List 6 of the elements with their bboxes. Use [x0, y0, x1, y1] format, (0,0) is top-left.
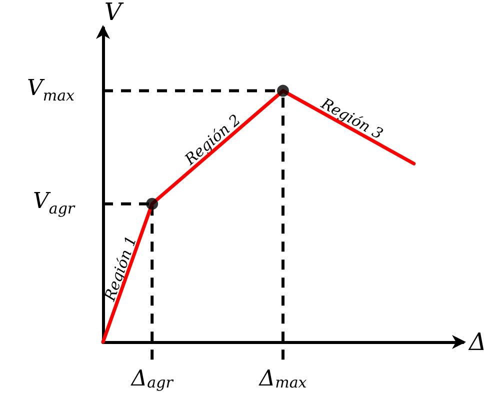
x-tick-label: Δmax — [258, 366, 308, 392]
x-axis-title: Δ — [468, 328, 486, 356]
ref-line-label: V$_{agr}$ — [33, 189, 75, 218]
ref-line-label: V$_{max}$ — [27, 76, 75, 105]
y-axis-title: V — [104, 0, 124, 26]
x-tick-label: Δagr — [130, 366, 174, 392]
